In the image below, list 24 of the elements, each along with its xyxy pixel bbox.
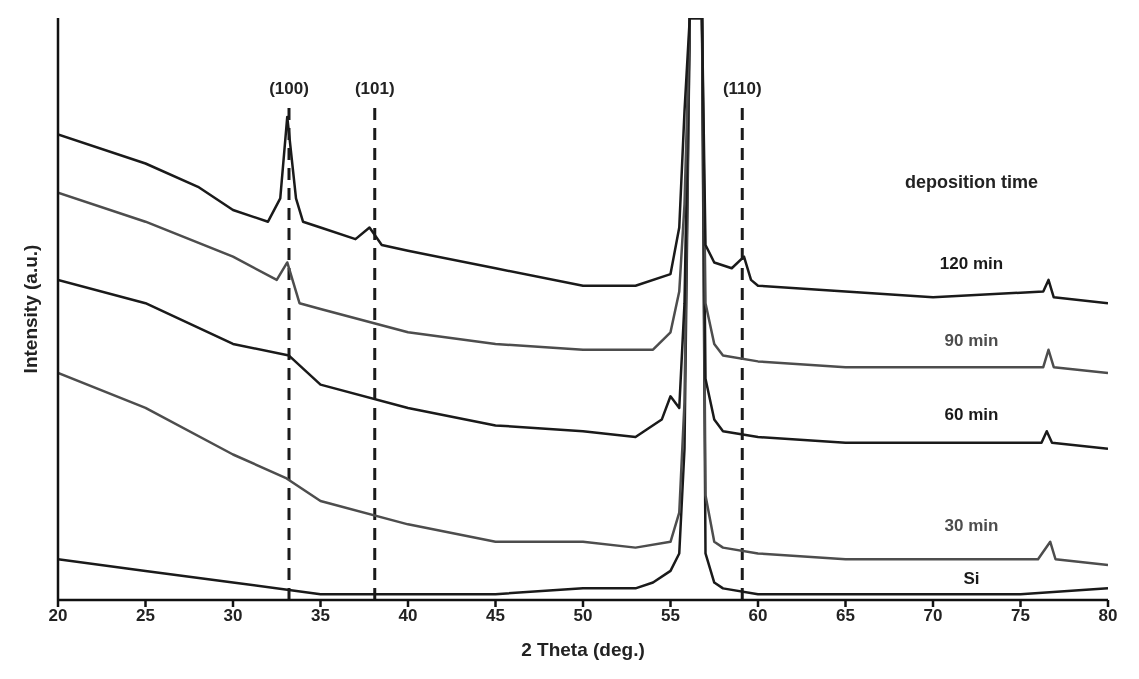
x-tick-label: 55 <box>661 606 680 626</box>
x-tick-label: 75 <box>1011 606 1030 626</box>
x-tick-label: 25 <box>136 606 155 626</box>
x-tick-label: 60 <box>748 606 768 626</box>
legend-title: deposition time <box>904 171 1039 193</box>
annotation: (101) <box>354 78 395 98</box>
x-tick-label: 70 <box>923 606 943 626</box>
x-axis-title: 2 Theta (deg.) <box>521 639 645 660</box>
series-label: Si <box>963 568 980 588</box>
x-tick-label: 50 <box>573 606 593 626</box>
series-label: 30 min <box>944 516 999 536</box>
series-label: 60 min <box>944 405 999 425</box>
series-label: 90 min <box>944 331 999 351</box>
x-tick-label: 20 <box>48 606 68 626</box>
x-tick-label: 30 <box>223 606 243 626</box>
x-tick-label: 35 <box>311 606 330 626</box>
annotation: (110) <box>722 78 762 98</box>
x-tick-label: 65 <box>836 606 855 626</box>
x-tick-label: 80 <box>1098 606 1118 626</box>
y-axis-title: Intensity (a.u.) <box>19 244 41 374</box>
x-tick-label: 40 <box>398 606 418 626</box>
series-label: 120 min <box>939 254 1004 274</box>
x-tick-label: 45 <box>486 606 505 626</box>
annotation: (100) <box>269 78 309 98</box>
